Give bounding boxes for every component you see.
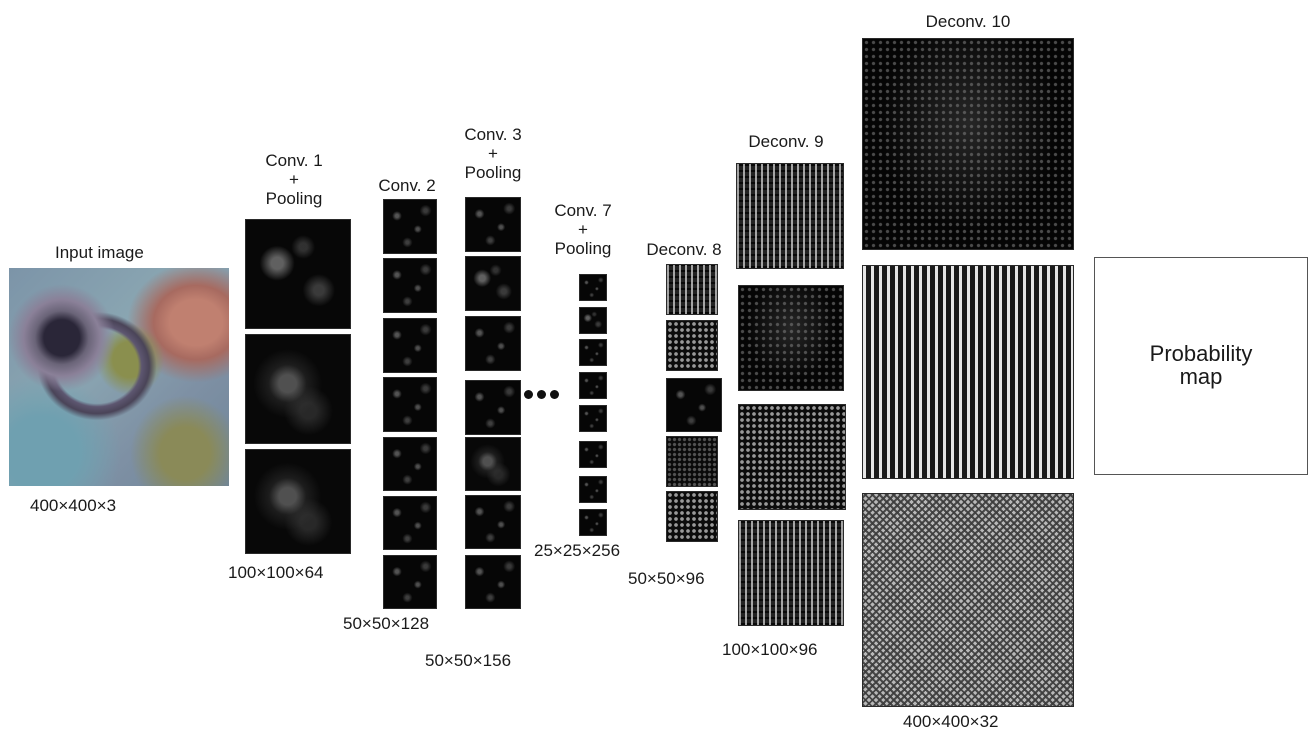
probability-map: Probability map (1094, 257, 1308, 475)
conv7-title-line2: + (578, 220, 588, 239)
conv1-title-line3: Pooling (265, 189, 323, 208)
conv7-feature-map (579, 372, 607, 399)
deconv8-label: Deconv. 8 (646, 240, 722, 259)
conv7-dims: 25×25×256 (534, 541, 621, 560)
conv7-feature-map (579, 405, 607, 432)
deconv8-dims: 50×50×96 (628, 569, 705, 588)
deconv8-feature-map (666, 264, 718, 315)
conv1-label: Conv. 1 + Pooling (259, 151, 329, 208)
conv3-title-line3: Pooling (464, 163, 522, 182)
deconv8-feature-map (666, 491, 718, 542)
deconv10-dims: 400×400×32 (903, 712, 999, 731)
conv1-title-line2: + (289, 170, 299, 189)
conv3-feature-map (465, 437, 521, 491)
conv3-label: Conv. 3 + Pooling (455, 125, 531, 182)
conv7-feature-map (579, 274, 607, 301)
deconv9-feature-map (738, 520, 844, 626)
input-image (9, 268, 229, 486)
conv1-feature-map (245, 219, 351, 329)
deconv8-feature-map (666, 320, 718, 371)
deconv9-feature-map (736, 163, 844, 269)
conv2-feature-map (383, 377, 437, 432)
conv7-feature-map (579, 476, 607, 503)
conv3-dims: 50×50×156 (425, 651, 512, 670)
conv3-title-line2: + (488, 144, 498, 163)
conv2-feature-map (383, 555, 437, 609)
deconv9-label: Deconv. 9 (748, 132, 824, 151)
conv3-feature-map (465, 316, 521, 371)
conv3-feature-map (465, 197, 521, 252)
conv2-label: Conv. 2 (378, 176, 436, 195)
deconv9-feature-map (738, 404, 846, 510)
deconv10-feature-map (862, 493, 1074, 707)
conv2-feature-map (383, 496, 437, 550)
deconv8-feature-map (666, 436, 718, 487)
conv3-feature-map (465, 555, 521, 609)
conv1-feature-map (245, 334, 351, 444)
conv1-title-line1: Conv. 1 (265, 151, 323, 170)
conv7-feature-map (579, 307, 607, 334)
deconv10-label: Deconv. 10 (925, 12, 1011, 31)
conv7-title-line3: Pooling (554, 239, 612, 258)
conv7-feature-map (579, 441, 607, 468)
input-dims: 400×400×3 (30, 496, 117, 515)
conv7-title-line1: Conv. 7 (554, 201, 612, 220)
deconv8-feature-map (666, 378, 722, 432)
conv3-feature-map (465, 256, 521, 311)
probability-map-label: Probability map (1149, 341, 1253, 389)
deconv9-dims: 100×100×96 (722, 640, 818, 659)
conv3-title-line1: Conv. 3 (464, 125, 522, 144)
conv3-feature-map (465, 495, 521, 549)
deconv9-feature-map (738, 285, 844, 391)
conv7-feature-map (579, 339, 607, 366)
conv1-dims: 100×100×64 (228, 563, 324, 582)
conv7-feature-map (579, 509, 607, 536)
conv2-feature-map (383, 437, 437, 491)
conv2-feature-map (383, 199, 437, 254)
conv7-label: Conv. 7 + Pooling (545, 201, 621, 258)
conv3-feature-map (465, 380, 521, 435)
conv2-feature-map (383, 318, 437, 373)
input-image-label: Input image (55, 243, 144, 262)
conv2-feature-map (383, 258, 437, 313)
conv2-dims: 50×50×128 (343, 614, 430, 633)
ellipsis-dots (524, 388, 564, 400)
deconv10-feature-map (862, 38, 1074, 250)
conv1-feature-map (245, 449, 351, 554)
deconv10-feature-map (862, 265, 1074, 479)
